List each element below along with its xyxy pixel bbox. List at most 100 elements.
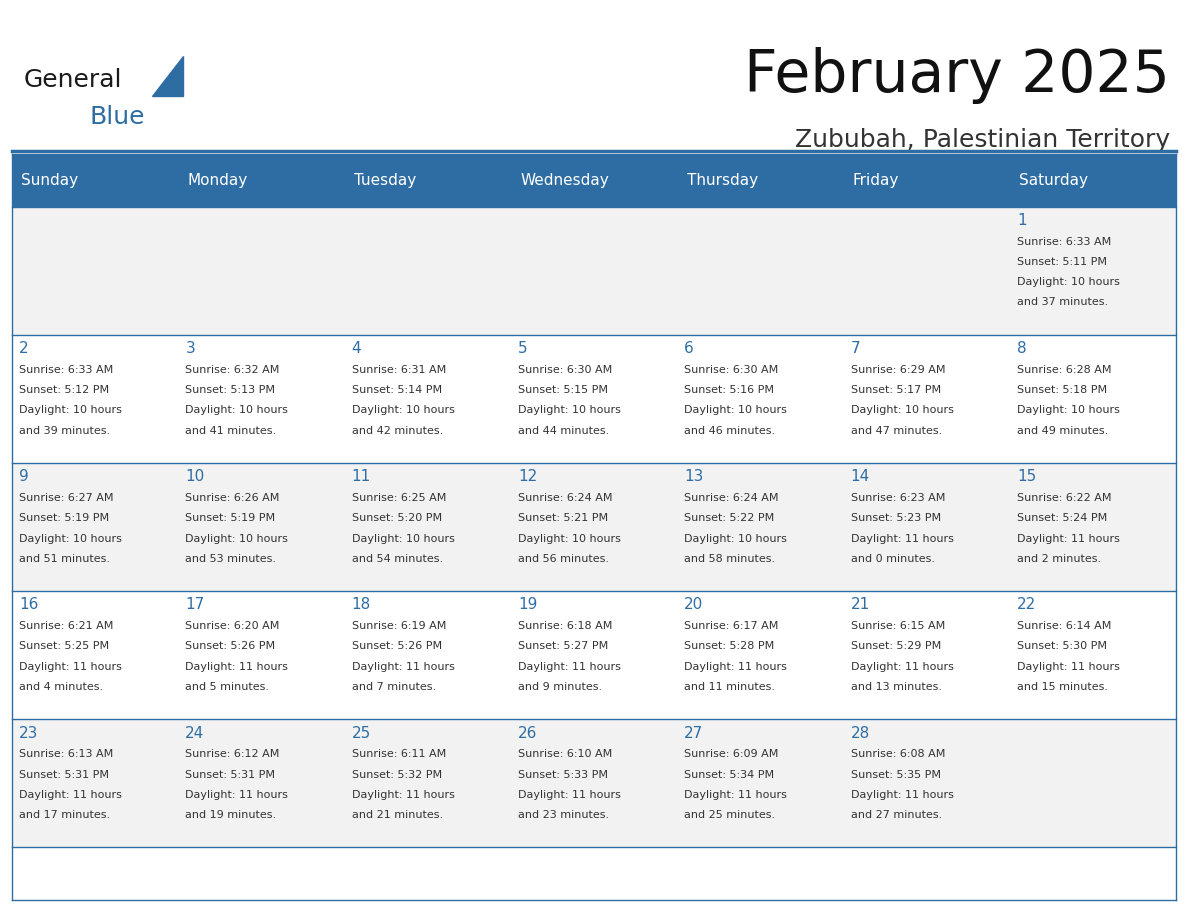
Text: 16: 16 (19, 598, 38, 612)
Text: 22: 22 (1017, 598, 1036, 612)
Text: and 54 minutes.: and 54 minutes. (352, 554, 443, 564)
Bar (12, 463, 178, 591)
Text: and 39 minutes.: and 39 minutes. (19, 426, 110, 435)
Text: Sunrise: 6:32 AM: Sunrise: 6:32 AM (185, 365, 279, 375)
Bar (511, 719, 677, 847)
Text: and 4 minutes.: and 4 minutes. (19, 682, 103, 692)
Text: Sunset: 5:17 PM: Sunset: 5:17 PM (851, 386, 941, 395)
Text: Daylight: 11 hours: Daylight: 11 hours (518, 662, 621, 672)
Bar (843, 207, 1010, 335)
Text: 8: 8 (1017, 341, 1026, 356)
Text: and 5 minutes.: and 5 minutes. (185, 682, 270, 692)
Text: Daylight: 10 hours: Daylight: 10 hours (185, 406, 289, 415)
Text: Sunset: 5:22 PM: Sunset: 5:22 PM (684, 513, 775, 523)
Text: Sunset: 5:26 PM: Sunset: 5:26 PM (352, 642, 442, 652)
Bar (178, 207, 345, 335)
Text: and 15 minutes.: and 15 minutes. (1017, 682, 1108, 692)
Text: Daylight: 11 hours: Daylight: 11 hours (19, 789, 122, 800)
Text: Sunrise: 6:20 AM: Sunrise: 6:20 AM (185, 621, 279, 632)
Bar (843, 463, 1010, 591)
Text: Friday: Friday (853, 173, 899, 188)
Text: 7: 7 (851, 341, 860, 356)
Text: and 23 minutes.: and 23 minutes. (518, 810, 609, 820)
Text: 20: 20 (684, 598, 703, 612)
Text: Sunset: 5:19 PM: Sunset: 5:19 PM (19, 513, 109, 523)
Bar (178, 335, 345, 463)
Bar (677, 591, 843, 719)
Text: 28: 28 (851, 725, 870, 741)
Text: Daylight: 11 hours: Daylight: 11 hours (851, 533, 954, 543)
Text: Daylight: 10 hours: Daylight: 10 hours (19, 406, 122, 415)
Polygon shape (152, 56, 183, 96)
Text: Sunset: 5:11 PM: Sunset: 5:11 PM (1017, 257, 1107, 267)
Text: Daylight: 11 hours: Daylight: 11 hours (185, 662, 289, 672)
Bar (178, 154, 345, 207)
Text: Sunrise: 6:27 AM: Sunrise: 6:27 AM (19, 493, 114, 503)
Text: and 0 minutes.: and 0 minutes. (851, 554, 935, 564)
Text: Sunset: 5:23 PM: Sunset: 5:23 PM (851, 513, 941, 523)
Text: and 44 minutes.: and 44 minutes. (518, 426, 609, 435)
Bar (345, 335, 511, 463)
Bar (1010, 591, 1176, 719)
Text: 5: 5 (518, 341, 527, 356)
Bar (843, 335, 1010, 463)
Text: Sunrise: 6:28 AM: Sunrise: 6:28 AM (1017, 365, 1112, 375)
Text: Daylight: 10 hours: Daylight: 10 hours (518, 406, 621, 415)
Text: 15: 15 (1017, 469, 1036, 485)
Text: 17: 17 (185, 598, 204, 612)
Text: and 17 minutes.: and 17 minutes. (19, 810, 110, 820)
Text: Sunset: 5:31 PM: Sunset: 5:31 PM (185, 769, 276, 779)
Text: Daylight: 11 hours: Daylight: 11 hours (352, 789, 455, 800)
Text: Daylight: 11 hours: Daylight: 11 hours (851, 789, 954, 800)
Text: Sunrise: 6:25 AM: Sunrise: 6:25 AM (352, 493, 446, 503)
Text: Sunset: 5:21 PM: Sunset: 5:21 PM (518, 513, 608, 523)
Text: Sunrise: 6:30 AM: Sunrise: 6:30 AM (684, 365, 778, 375)
Text: Sunrise: 6:17 AM: Sunrise: 6:17 AM (684, 621, 778, 632)
Bar (511, 591, 677, 719)
Bar (178, 463, 345, 591)
Text: Daylight: 10 hours: Daylight: 10 hours (684, 406, 788, 415)
Text: and 56 minutes.: and 56 minutes. (518, 554, 609, 564)
Bar (1010, 154, 1176, 207)
Text: Sunset: 5:13 PM: Sunset: 5:13 PM (185, 386, 276, 395)
Text: Thursday: Thursday (687, 173, 758, 188)
Bar (677, 207, 843, 335)
Text: Sunrise: 6:24 AM: Sunrise: 6:24 AM (684, 493, 779, 503)
Text: Sunset: 5:31 PM: Sunset: 5:31 PM (19, 769, 109, 779)
Bar (12, 207, 178, 335)
Bar (843, 591, 1010, 719)
Text: and 13 minutes.: and 13 minutes. (851, 682, 942, 692)
Text: and 21 minutes.: and 21 minutes. (352, 810, 443, 820)
Text: Daylight: 11 hours: Daylight: 11 hours (684, 789, 788, 800)
Text: 26: 26 (518, 725, 537, 741)
Bar (345, 591, 511, 719)
Text: and 25 minutes.: and 25 minutes. (684, 810, 776, 820)
Text: Sunset: 5:14 PM: Sunset: 5:14 PM (352, 386, 442, 395)
Text: Sunrise: 6:12 AM: Sunrise: 6:12 AM (185, 749, 279, 759)
Text: Sunset: 5:20 PM: Sunset: 5:20 PM (352, 513, 442, 523)
Bar (1010, 719, 1176, 847)
Text: Sunrise: 6:15 AM: Sunrise: 6:15 AM (851, 621, 944, 632)
Text: Sunrise: 6:11 AM: Sunrise: 6:11 AM (352, 749, 446, 759)
Text: Sunrise: 6:19 AM: Sunrise: 6:19 AM (352, 621, 446, 632)
Text: Sunset: 5:24 PM: Sunset: 5:24 PM (1017, 513, 1107, 523)
Text: General: General (24, 68, 122, 92)
Text: Daylight: 10 hours: Daylight: 10 hours (185, 533, 289, 543)
Text: Sunset: 5:32 PM: Sunset: 5:32 PM (352, 769, 442, 779)
Text: and 27 minutes.: and 27 minutes. (851, 810, 942, 820)
Text: Sunset: 5:15 PM: Sunset: 5:15 PM (518, 386, 608, 395)
Bar (677, 154, 843, 207)
Text: Sunset: 5:35 PM: Sunset: 5:35 PM (851, 769, 941, 779)
Text: 2: 2 (19, 341, 29, 356)
Text: Sunrise: 6:24 AM: Sunrise: 6:24 AM (518, 493, 613, 503)
Text: Sunset: 5:19 PM: Sunset: 5:19 PM (185, 513, 276, 523)
Text: Sunrise: 6:29 AM: Sunrise: 6:29 AM (851, 365, 946, 375)
Bar (345, 463, 511, 591)
Text: Daylight: 10 hours: Daylight: 10 hours (851, 406, 954, 415)
Text: Sunrise: 6:08 AM: Sunrise: 6:08 AM (851, 749, 944, 759)
Bar (1010, 207, 1176, 335)
Text: Daylight: 10 hours: Daylight: 10 hours (1017, 277, 1120, 287)
Bar (178, 591, 345, 719)
Bar (677, 463, 843, 591)
Text: Sunset: 5:27 PM: Sunset: 5:27 PM (518, 642, 608, 652)
